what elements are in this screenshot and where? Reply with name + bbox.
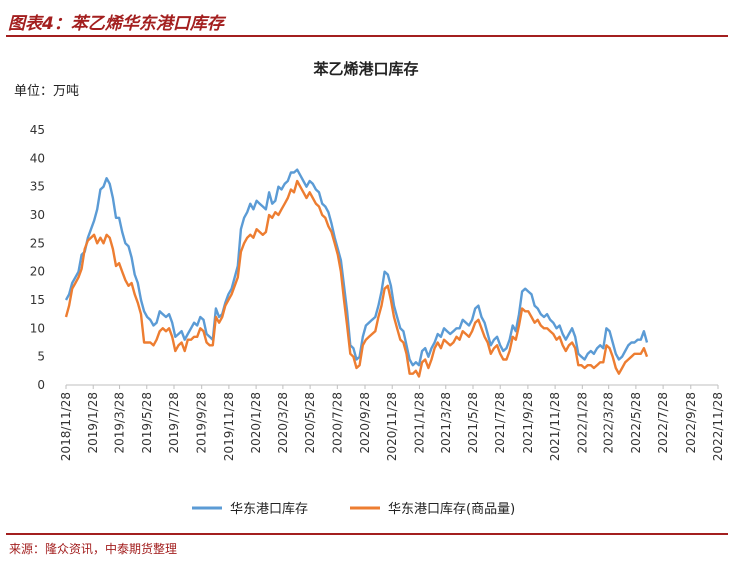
legend-label-blue: 华东港口库存 <box>230 501 308 517</box>
x-tick-label: 2020/11/28 <box>385 392 399 461</box>
x-tick-label: 2022/1/28 <box>575 392 589 454</box>
x-tick-label: 2020/7/28 <box>330 392 344 454</box>
y-axis: 0 5 10 15 20 25 30 35 40 45 <box>30 123 45 392</box>
unit-label: 单位：万吨 <box>14 84 80 99</box>
y-tick-label: 40 <box>30 151 45 165</box>
y-tick-label: 15 <box>30 293 45 307</box>
x-axis: 2018/11/28 2019/1/28 2019/3/28 2019/5/28 201… <box>59 385 725 461</box>
x-tick-label: 2021/3/28 <box>439 392 453 454</box>
x-tick-label: 2021/7/28 <box>493 392 507 454</box>
x-tick-label: 2019/9/28 <box>195 392 209 454</box>
x-tick-label: 2022/7/28 <box>656 392 670 454</box>
plot-lines <box>64 168 649 378</box>
x-tick-label: 2020/3/28 <box>276 392 290 454</box>
source-note: 来源：隆众资讯，中泰期货整理 <box>9 542 178 556</box>
header-rule <box>6 35 728 37</box>
x-tick-label: 2020/5/28 <box>303 392 317 454</box>
y-tick-label: 20 <box>30 265 45 279</box>
y-tick-label: 0 <box>37 378 45 392</box>
x-tick-label: 2019/7/28 <box>167 392 181 454</box>
y-tick-label: 30 <box>30 208 45 222</box>
y-tick-label: 45 <box>30 123 45 137</box>
x-tick-label: 2018/11/28 <box>59 392 73 461</box>
x-tick-label: 2019/3/28 <box>113 392 127 454</box>
y-tick-label: 35 <box>30 180 45 194</box>
figure-title: 图表4：苯乙烯华东港口库存 <box>8 14 224 34</box>
y-tick-label: 25 <box>30 236 45 250</box>
x-tick-label: 2022/11/28 <box>711 392 725 461</box>
x-tick-label: 2021/9/28 <box>521 392 535 454</box>
series-line-orange <box>64 179 649 378</box>
x-tick-label: 2022/3/28 <box>602 392 616 454</box>
x-tick-label: 2019/5/28 <box>140 392 154 454</box>
x-tick-label: 2019/11/28 <box>222 392 236 461</box>
x-tick-label: 2021/1/28 <box>412 392 426 454</box>
footer-rule <box>6 533 728 535</box>
x-tick-label: 2022/9/28 <box>684 392 698 454</box>
figure-header: 图表4：苯乙烯华东港口库存 <box>0 0 732 40</box>
x-tick-label: 2021/5/28 <box>466 392 480 454</box>
x-tick-label: 2022/5/28 <box>629 392 643 454</box>
legend-label-orange: 华东港口库存(商品量) <box>388 501 515 517</box>
y-tick-label: 10 <box>30 321 45 335</box>
y-tick-label: 5 <box>37 350 45 364</box>
x-tick-label: 2020/1/28 <box>249 392 263 454</box>
series-line-blue <box>64 168 649 367</box>
x-tick-label: 2020/9/28 <box>358 392 372 454</box>
x-tick-label: 2021/11/28 <box>548 392 562 461</box>
chart-title: 苯乙烯港口库存 <box>313 60 419 78</box>
legend: 华东港口库存 华东港口库存(商品量) <box>192 501 515 517</box>
x-tick-label: 2019/1/28 <box>86 392 100 454</box>
